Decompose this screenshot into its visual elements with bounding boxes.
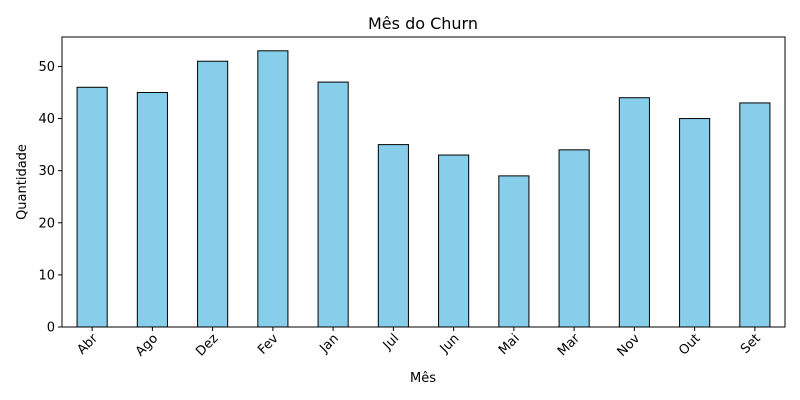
x-tick-label: Nov [615,331,644,360]
bar-nov [618,97,650,328]
plot-frame [61,36,786,328]
bar-abr [76,86,108,328]
x-tick-label: Set [738,331,764,357]
y-tick-label: 20 [38,216,55,231]
x-tick-label: Mai [496,331,523,358]
x-tick-label: Fev [255,331,282,358]
x-tick-label: Mar [555,331,583,359]
chart-title: Mês do Churn [368,14,478,33]
y-tick-label: 40 [38,112,55,127]
x-axis-title: Mês [410,371,436,386]
x-tick-label: Jan [316,331,341,356]
bar-mar [558,149,590,328]
y-tick-label: 10 [38,268,55,283]
bar-mai [498,175,530,328]
bar-out [679,118,711,328]
x-tick-label: Ago [133,331,161,359]
y-axis-title: Quantidade [15,144,30,220]
bar-jan [317,81,349,328]
y-tick-label: 0 [47,321,55,336]
bar-jul [377,144,409,328]
bar-jun [438,154,470,328]
bar-fev [257,50,289,328]
x-tick-label: Abr [74,331,101,358]
y-tick-label: 50 [38,60,55,75]
bar-set [739,102,771,328]
x-tick-label: Out [676,331,703,358]
x-tick-label: Jul [380,331,402,353]
x-tick-label: Jun [437,331,463,357]
bar-dez [197,60,229,328]
x-tick-label: Dez [193,331,221,359]
bars-group [76,50,771,328]
y-tick-label: 30 [38,164,55,179]
bar-ago [136,91,168,328]
y-axis-ticks: 0 10 20 30 40 50 [38,60,62,336]
x-axis-ticks: Abr Ago Dez Fev Jan Jul Jun Mai Mar Nov Out Set [74,327,764,360]
